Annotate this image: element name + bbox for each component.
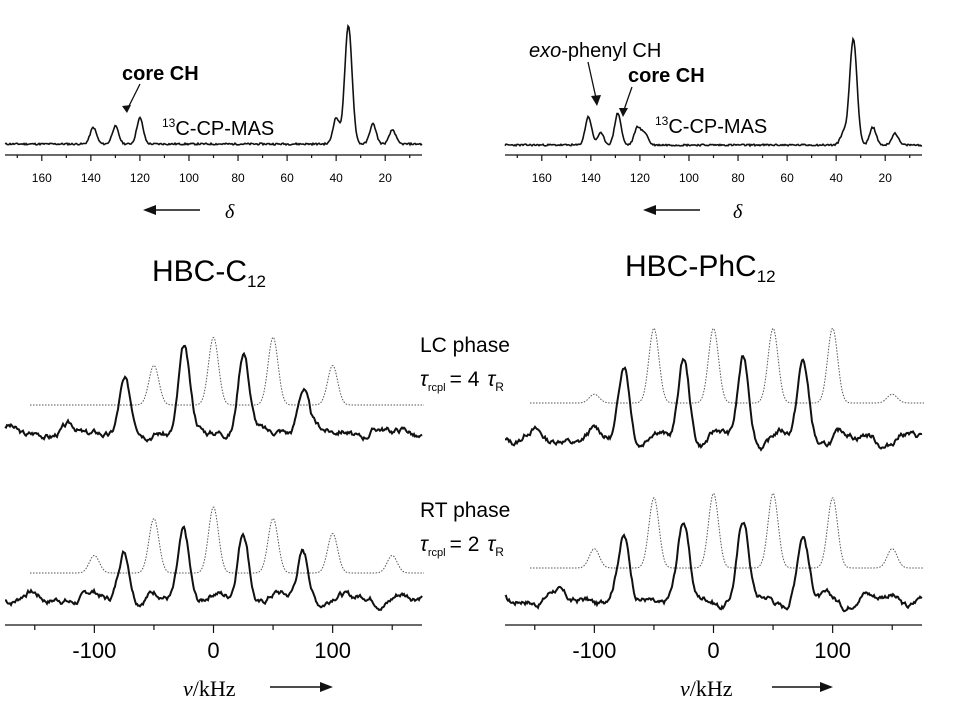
title-hbc-c12: HBC-C12 — [152, 255, 266, 291]
lc-tau-r-sub: R — [495, 380, 504, 394]
exo-phenyl-rest: -phenyl CH — [561, 40, 661, 62]
rt-tau: τ — [420, 533, 429, 556]
lc-tau: τ — [420, 368, 429, 391]
core-ch-arrowhead-left — [122, 105, 131, 113]
top-left-tick-label-60: 60 — [280, 171, 294, 185]
top-left-tick-label-140: 140 — [81, 171, 101, 185]
bottom-left-axis-ticks: -100 0 100 — [34, 625, 393, 663]
top-right-axis-ticks: 160 140 120 100 80 60 40 20 — [516, 155, 911, 185]
lc-phase-name: LC phase — [420, 334, 510, 357]
lc-tau-sub: rcpl — [428, 382, 446, 394]
top-right-tick-label-160: 160 — [532, 171, 552, 185]
lc-tau-r: τ — [487, 368, 496, 391]
core-ch-label-left: core CH — [122, 63, 199, 85]
cpmas-label-left: 13C-CP-MAS — [162, 116, 274, 140]
bottom-right-nu: ν — [680, 676, 690, 701]
bottom-left-unit: ν/kHz — [183, 676, 236, 701]
bottom-right-unit: ν/kHz — [680, 676, 733, 701]
top-left-tick-label-40: 40 — [329, 171, 343, 185]
left-rt-spectra — [5, 506, 424, 612]
title-left-main: HBC-C — [152, 255, 247, 288]
right-rt-experimental — [504, 521, 923, 613]
rt-phase-tau-eq: τrcpl = 2 τR — [420, 533, 504, 559]
core-ch-label-right: core CH — [628, 65, 705, 87]
right-lc-experimental — [504, 354, 923, 452]
rt-phase-label: RT phase τrcpl = 2 τR — [420, 499, 510, 559]
top-right-tick-label-100: 100 — [679, 171, 699, 185]
top-right-tick-label-140: 140 — [581, 171, 601, 185]
panel-top-right: 160 140 120 100 80 60 40 20 exo-phenyl CH core … — [504, 36, 923, 223]
bottom-left-tick-label-0: 0 — [207, 638, 219, 663]
core-ch-arrowhead-right — [619, 108, 628, 117]
left-lc-experimental — [4, 344, 423, 443]
right-rt-simulated-dotted — [530, 492, 924, 569]
top-left-tick-label-20: 20 — [379, 171, 393, 185]
top-left-tick-label-100: 100 — [179, 171, 199, 185]
bottom-right-arrowhead — [820, 682, 833, 692]
top-left-tick-label-160: 160 — [32, 171, 52, 185]
right-lc-simulated-dotted — [530, 327, 924, 404]
cpmas-spectrum-right — [504, 36, 923, 148]
bottom-left-tick-label-100: 100 — [314, 638, 351, 663]
top-left-tick-label-120: 120 — [130, 171, 150, 185]
rt-phase-name: RT phase — [420, 499, 510, 522]
right-lc-spectra — [504, 327, 924, 452]
left-rt-simulated-dotted — [30, 506, 424, 574]
bottom-left-arrowhead — [320, 682, 333, 692]
top-left-tick-label-80: 80 — [231, 171, 245, 185]
rt-tau-r-sub: R — [495, 545, 504, 559]
bottom-left-tick-label--100: -100 — [72, 638, 116, 663]
delta-arrowhead-right — [643, 205, 656, 215]
exo-phenyl-label: exo-phenyl CH — [529, 40, 661, 62]
delta-arrowhead-left — [143, 205, 156, 215]
rt-eq: = 2 — [450, 533, 480, 556]
top-right-tick-label-20: 20 — [879, 171, 893, 185]
exo-prefix: exo — [529, 40, 561, 62]
delta-symbol-right: δ — [733, 201, 743, 223]
bottom-right-tick-label--100: -100 — [572, 638, 616, 663]
rt-tau-r: τ — [487, 533, 496, 556]
lc-eq: = 4 — [450, 368, 480, 391]
title-right-sub: 12 — [757, 267, 776, 286]
bottom-right-axis: -100 0 100 ν/kHz — [505, 624, 922, 701]
cpmas-text-left: C-CP-MAS — [175, 118, 274, 140]
top-left-axis-ticks: 160 140 120 100 80 60 40 20 — [16, 155, 411, 185]
bottom-right-unit-rest: /kHz — [690, 676, 733, 701]
cpmas-superscript-left: 13 — [162, 116, 176, 130]
top-right-tick-label-80: 80 — [731, 171, 745, 185]
title-hbc-phc12: HBC-PhC12 — [625, 250, 776, 286]
panel-top-left: 160 140 120 100 80 60 40 20 core CH 13C-CP-MAS … — [4, 23, 423, 223]
cpmas-text-right: C-CP-MAS — [668, 116, 767, 138]
cpmas-superscript-right: 13 — [655, 114, 669, 128]
left-lc-spectra — [4, 336, 424, 443]
bottom-right-tick-label-0: 0 — [707, 638, 719, 663]
exo-phenyl-arrow — [587, 61, 597, 99]
bottom-left-axis: -100 0 100 ν/kHz — [5, 624, 422, 701]
top-right-tick-label-40: 40 — [829, 171, 843, 185]
title-right-main: HBC-PhC — [625, 250, 757, 283]
bottom-right-tick-label-100: 100 — [814, 638, 851, 663]
exo-phenyl-arrowhead — [591, 95, 601, 106]
lc-phase-label: LC phase τrcpl = 4 τR — [420, 334, 510, 394]
bottom-right-axis-ticks: -100 0 100 — [534, 625, 893, 663]
rt-tau-sub: rcpl — [428, 547, 446, 559]
cpmas-spectrum-left — [4, 23, 423, 147]
cpmas-label-right: 13C-CP-MAS — [655, 114, 767, 138]
left-rt-experimental — [5, 525, 423, 612]
bottom-left-unit-rest: /kHz — [193, 676, 236, 701]
top-right-tick-label-120: 120 — [630, 171, 650, 185]
top-right-tick-label-60: 60 — [780, 171, 794, 185]
right-rt-spectra — [504, 492, 924, 613]
lc-phase-tau-eq: τrcpl = 4 τR — [420, 368, 504, 394]
left-lc-simulated-dotted — [30, 336, 424, 406]
core-ch-arrow-right — [623, 86, 633, 111]
delta-symbol-left: δ — [225, 201, 235, 223]
title-left-sub: 12 — [247, 272, 266, 291]
bottom-left-nu: ν — [183, 676, 193, 701]
